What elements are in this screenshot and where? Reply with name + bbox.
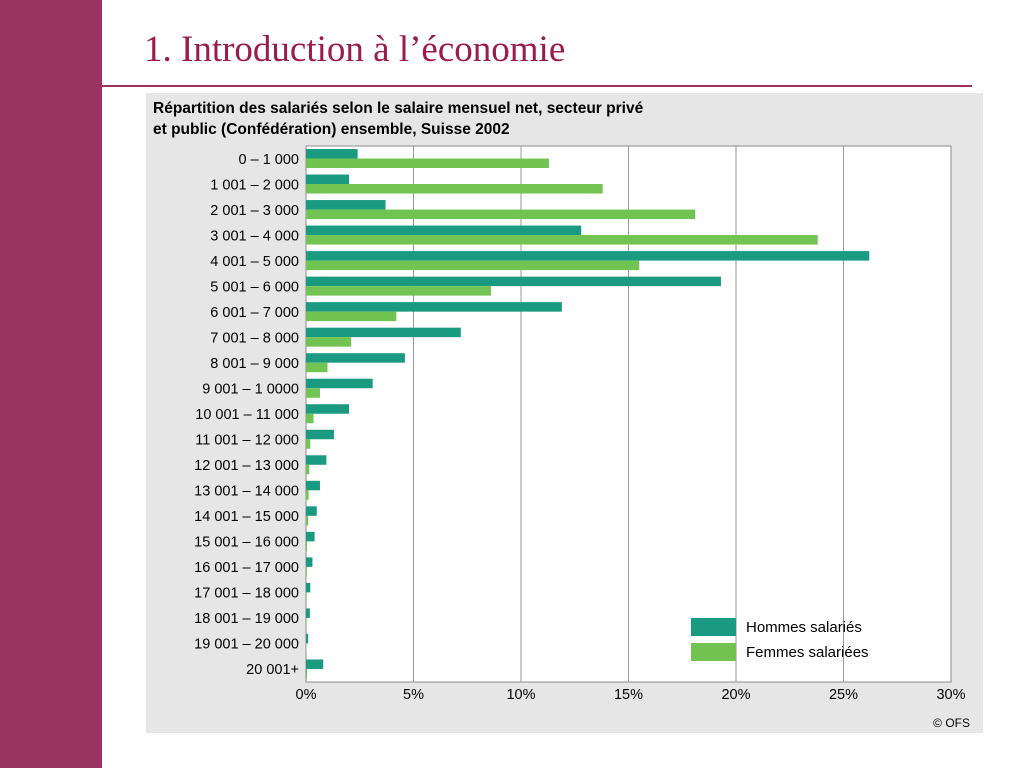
- category-label: 9 001 – 1 0000: [202, 381, 299, 397]
- bar-femmes: [306, 541, 308, 551]
- bar-femmes: [306, 592, 307, 602]
- chart-title-line-1: Répartition des salariés selon le salair…: [153, 100, 644, 117]
- left-accent-band: [0, 0, 102, 768]
- source-credit: © OFS: [933, 716, 970, 730]
- title-divider: [35, 85, 972, 87]
- x-tick-label: 5%: [403, 687, 424, 703]
- category-label: 15 001 – 16 000: [194, 535, 299, 551]
- bar-femmes: [306, 413, 314, 424]
- bar-femmes: [306, 209, 696, 220]
- category-label: 16 001 – 17 000: [194, 560, 299, 576]
- bar-hommes: [306, 404, 349, 414]
- bar-chart: 0% 5% 10% 15% 20% 25% 30% 0 – 1 000 1 001 – 2 00…: [194, 145, 970, 730]
- bar-hommes: [306, 353, 405, 363]
- bar-hommes: [306, 506, 317, 516]
- category-label: 18 001 – 19 000: [194, 611, 299, 627]
- bar-hommes: [306, 276, 721, 287]
- bar-femmes: [306, 617, 307, 628]
- category-label: 10 001 – 11 000: [195, 407, 299, 423]
- category-label: 3 001 – 4 000: [210, 228, 299, 244]
- bar-hommes: [306, 608, 310, 618]
- x-tick-label: 0%: [296, 687, 317, 703]
- slide-title: 1. Introduction à l’économie: [144, 29, 566, 70]
- bar-femmes: [306, 515, 309, 526]
- category-label: 2 001 – 3 000: [210, 203, 299, 219]
- bar-femmes: [306, 184, 603, 194]
- bar-hommes: [306, 225, 582, 236]
- bar-femmes: [306, 490, 309, 500]
- bar-femmes: [306, 362, 328, 373]
- category-label: 17 001 – 18 000: [194, 586, 299, 602]
- category-label: 20 001+: [246, 662, 299, 678]
- x-tick-label: 20%: [721, 687, 750, 703]
- bar-hommes: [306, 557, 313, 567]
- category-label: 19 001 – 20 000: [194, 637, 299, 653]
- legend-label: Hommes salariés: [746, 619, 862, 636]
- category-label: 7 001 – 8 000: [210, 330, 299, 346]
- category-label: 14 001 – 15 000: [194, 509, 299, 525]
- bar-hommes: [306, 149, 358, 159]
- x-tick-label: 15%: [614, 687, 643, 703]
- legend-label: Femmes salariées: [746, 644, 869, 661]
- bar-hommes: [306, 378, 373, 389]
- bar-femmes: [306, 311, 397, 322]
- category-label: 13 001 – 14 000: [194, 484, 299, 500]
- category-label: 6 001 – 7 000: [210, 305, 299, 321]
- bar-femmes: [306, 388, 320, 398]
- bar-femmes: [306, 158, 549, 168]
- category-label: 8 001 – 9 000: [210, 356, 299, 372]
- x-tick-label: 10%: [506, 687, 535, 703]
- chart-title: Répartition des salariés selon le salair…: [153, 98, 643, 140]
- x-tick-label: 25%: [829, 687, 858, 703]
- bar-femmes: [306, 286, 491, 296]
- bar-hommes: [306, 327, 461, 338]
- bar-hommes: [306, 480, 320, 491]
- legend-swatch: [691, 643, 736, 661]
- chart-panel: Répartition des salariés selon le salair…: [146, 93, 983, 733]
- bar-hommes: [306, 455, 327, 465]
- x-tick-label: 30%: [936, 687, 965, 703]
- bar-femmes: [306, 566, 307, 577]
- bar-femmes: [306, 439, 311, 449]
- category-label: 0 – 1 000: [239, 152, 299, 168]
- category-label: 11 001 – 12 000: [195, 433, 299, 449]
- category-label: 1 001 – 2 000: [210, 177, 299, 193]
- category-label: 5 001 – 6 000: [210, 279, 299, 295]
- chart-title-line-2: et public (Confédération) ensemble, Suis…: [153, 121, 510, 138]
- category-label: 12 001 – 13 000: [194, 458, 299, 474]
- bar-femmes: [306, 235, 818, 245]
- bar-femmes: [306, 668, 308, 679]
- legend-swatch: [691, 618, 736, 636]
- bar-hommes: [306, 174, 349, 185]
- bar-hommes: [306, 531, 315, 542]
- category-label: 4 001 – 5 000: [210, 254, 299, 270]
- bar-hommes: [306, 633, 309, 644]
- bar-hommes: [306, 302, 562, 312]
- bar-hommes: [306, 429, 334, 440]
- bar-hommes: [306, 251, 870, 261]
- bar-femmes: [306, 260, 640, 271]
- bar-hommes: [306, 582, 311, 593]
- bar-hommes: [306, 659, 324, 669]
- bar-hommes: [306, 200, 386, 210]
- bar-femmes: [306, 464, 310, 475]
- bar-femmes: [306, 337, 352, 347]
